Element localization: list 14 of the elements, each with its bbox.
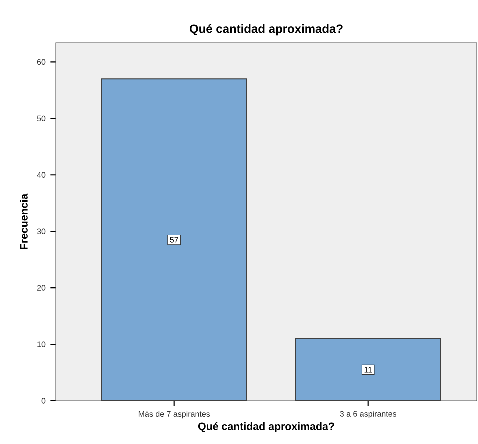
- data-label: 11: [364, 367, 372, 373]
- chart-title: Qué cantidad aproximada?: [190, 24, 343, 36]
- x-axis-title: Qué cantidad aproximada?: [198, 422, 334, 432]
- y-tick-label: 20: [37, 285, 46, 291]
- y-tick-label: 40: [37, 172, 46, 178]
- y-tick-label: 0: [42, 398, 46, 404]
- y-tick-label: 30: [37, 228, 46, 234]
- x-tick-label: Más de 7 aspirantes: [138, 411, 210, 419]
- y-axis-title: Frecuencia: [20, 194, 28, 250]
- y-tick-label: 10: [38, 342, 46, 348]
- y-tick-label: 50: [37, 116, 46, 122]
- data-label: 57: [170, 237, 178, 243]
- x-tick-label: 3 a 6 aspirantes: [340, 411, 397, 418]
- y-tick-label: 60: [37, 59, 46, 66]
